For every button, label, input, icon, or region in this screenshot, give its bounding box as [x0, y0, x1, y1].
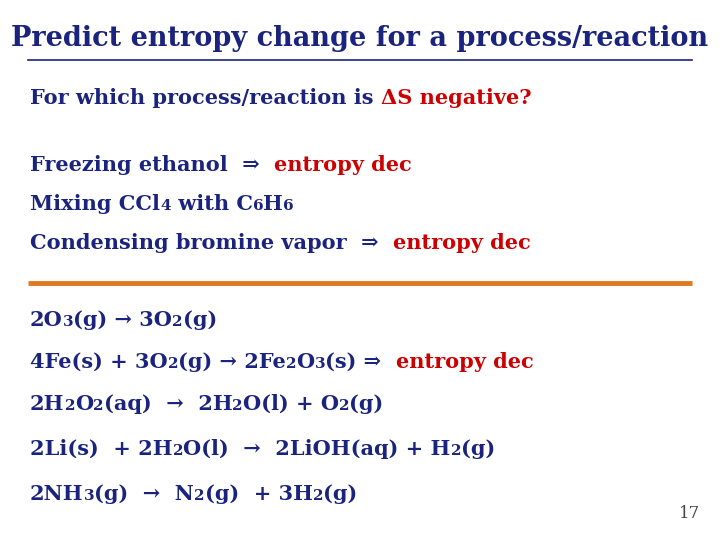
- Text: 3: 3: [84, 489, 94, 503]
- Text: H: H: [264, 194, 283, 214]
- Text: entropy dec: entropy dec: [274, 155, 412, 175]
- Text: 2NH: 2NH: [30, 484, 84, 504]
- Text: 2: 2: [233, 399, 243, 413]
- Text: 2: 2: [286, 357, 297, 371]
- Text: Mixing CCl: Mixing CCl: [30, 194, 160, 214]
- Text: 2: 2: [339, 399, 349, 413]
- Text: entropy dec: entropy dec: [396, 352, 534, 372]
- Text: (g) → 3O: (g) → 3O: [73, 310, 172, 330]
- Text: (g)  →  N: (g) → N: [94, 484, 194, 504]
- Text: 2: 2: [194, 489, 204, 503]
- Text: 2H: 2H: [30, 394, 65, 414]
- Text: (g) → 2Fe: (g) → 2Fe: [178, 352, 286, 372]
- Text: 2: 2: [172, 315, 183, 329]
- Text: O(l)  →  2LiOH(aq) + H: O(l) → 2LiOH(aq) + H: [183, 439, 451, 459]
- Text: 6: 6: [253, 199, 264, 213]
- Text: Condensing bromine vapor  ⇒: Condensing bromine vapor ⇒: [30, 233, 393, 253]
- Text: (s) ⇒: (s) ⇒: [325, 352, 396, 372]
- Text: Freezing ethanol  ⇒: Freezing ethanol ⇒: [30, 155, 274, 175]
- Text: entropy dec: entropy dec: [393, 233, 531, 253]
- Text: (g): (g): [323, 484, 357, 504]
- Text: ΔS negative?: ΔS negative?: [381, 88, 531, 108]
- Text: 2: 2: [65, 399, 75, 413]
- Text: (g)  + 3H: (g) + 3H: [204, 484, 312, 504]
- Text: 2O: 2O: [30, 310, 63, 330]
- Text: with C: with C: [171, 194, 253, 214]
- Text: Predict entropy change for a process/reaction: Predict entropy change for a process/rea…: [12, 24, 708, 51]
- Text: (g): (g): [349, 394, 384, 414]
- Text: 4Fe(s) + 3O: 4Fe(s) + 3O: [30, 352, 168, 372]
- Text: 2Li(s)  + 2H: 2Li(s) + 2H: [30, 439, 173, 459]
- Text: (aq)  →  2H: (aq) → 2H: [104, 394, 233, 414]
- Text: For which process/reaction is: For which process/reaction is: [30, 88, 381, 108]
- Text: 3: 3: [63, 315, 73, 329]
- Text: 2: 2: [168, 357, 178, 371]
- Text: 17: 17: [679, 505, 700, 522]
- Text: 2: 2: [93, 399, 104, 413]
- Text: O: O: [75, 394, 93, 414]
- Text: 3: 3: [315, 357, 325, 371]
- Text: 2: 2: [451, 444, 461, 458]
- Text: O: O: [297, 352, 315, 372]
- Text: (g): (g): [183, 310, 217, 330]
- Text: (g): (g): [461, 439, 495, 459]
- Text: 4: 4: [160, 199, 171, 213]
- Text: 2: 2: [312, 489, 323, 503]
- Text: 2: 2: [173, 444, 183, 458]
- Text: O(l) + O: O(l) + O: [243, 394, 339, 414]
- Text: 6: 6: [283, 199, 294, 213]
